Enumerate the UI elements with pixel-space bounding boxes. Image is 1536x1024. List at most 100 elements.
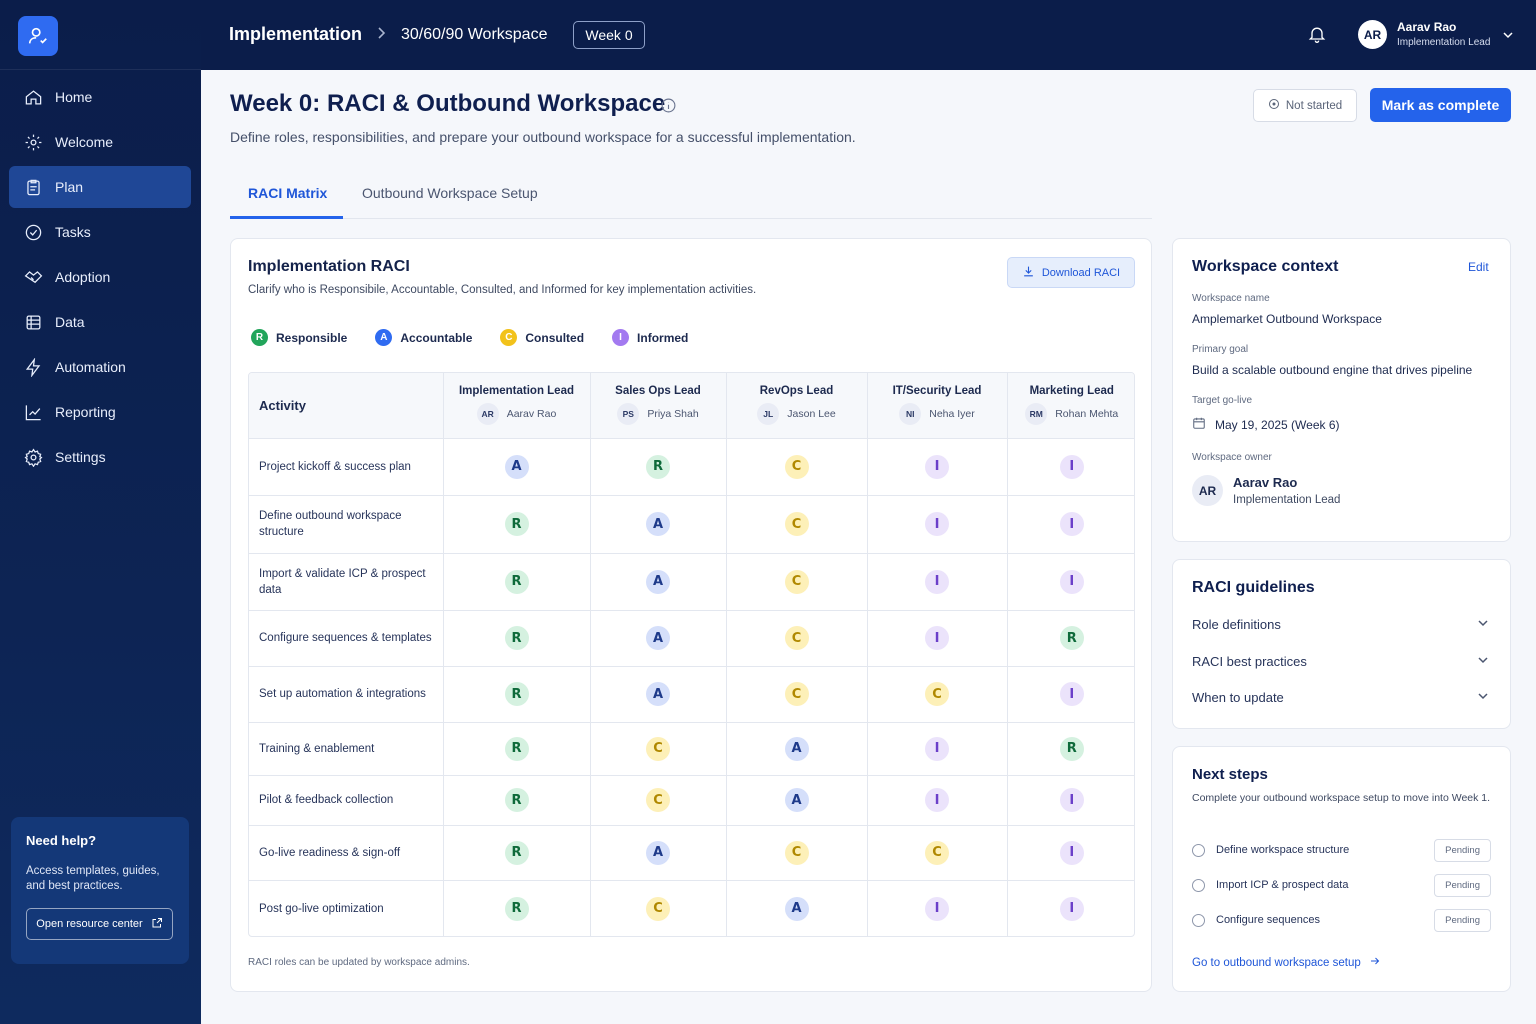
legend-consulted: C Consulted xyxy=(500,329,584,346)
raci-cell[interactable]: R xyxy=(443,553,591,611)
raci-chip: R xyxy=(1059,736,1084,761)
raci-cell[interactable]: R xyxy=(443,880,591,936)
step-checkbox[interactable] xyxy=(1192,843,1205,857)
sidebar-item-home[interactable]: Home xyxy=(9,76,191,118)
raci-cell[interactable]: R xyxy=(1007,722,1134,776)
sidebar-item-settings[interactable]: Settings xyxy=(9,436,191,478)
tab-outbound-workspace-setup[interactable]: Outbound Workspace Setup xyxy=(362,185,538,201)
raci-cell[interactable]: I xyxy=(1007,666,1134,723)
raci-cell[interactable]: C xyxy=(590,722,727,776)
edit-context-link[interactable]: Edit xyxy=(1468,260,1489,274)
raci-cell[interactable]: R xyxy=(443,666,591,723)
sidebar-item-tasks[interactable]: Tasks xyxy=(9,211,191,253)
user-name[interactable]: Aarav Rao xyxy=(1397,20,1457,34)
raci-cell[interactable]: R xyxy=(443,825,591,881)
sidebar-item-reporting[interactable]: Reporting xyxy=(9,391,191,433)
step-checkbox[interactable] xyxy=(1192,913,1205,927)
next-steps-card: Next steps Complete your outbound worksp… xyxy=(1172,746,1511,992)
top-bar: Implementation 30/60/90 Workspace Week 0… xyxy=(201,0,1536,70)
arrow-right-icon xyxy=(1369,955,1381,970)
raci-cell[interactable]: C xyxy=(867,825,1008,881)
breadcrumb-current[interactable]: 30/60/90 Workspace xyxy=(401,26,548,43)
raci-cell[interactable]: I xyxy=(867,495,1008,554)
raci-cell[interactable]: I xyxy=(1007,775,1134,826)
raci-cell[interactable]: I xyxy=(1007,825,1134,881)
settings-icon xyxy=(23,447,43,467)
raci-cell[interactable]: I xyxy=(867,610,1008,667)
raci-cell[interactable]: R xyxy=(443,722,591,776)
raci-cell[interactable]: I xyxy=(867,438,1008,496)
raci-cell[interactable]: A xyxy=(726,722,868,776)
raci-chip: A xyxy=(646,626,670,650)
app-logo-icon[interactable] xyxy=(18,16,58,56)
raci-table: Activity Implementation Lead AR Aarav Rao… xyxy=(249,373,1134,936)
raci-cell[interactable]: C xyxy=(590,775,727,826)
raci-cell[interactable]: I xyxy=(1007,553,1134,611)
sidebar-item-welcome[interactable]: Welcome xyxy=(9,121,191,163)
sidebar-item-plan[interactable]: Plan xyxy=(9,166,191,208)
role-header: Sales Ops Lead PS Priya Shah xyxy=(590,373,727,439)
raci-cell[interactable]: C xyxy=(726,610,868,667)
user-avatar[interactable]: AR xyxy=(1358,20,1387,49)
raci-cell[interactable]: A xyxy=(590,553,727,611)
raci-cell[interactable]: R xyxy=(443,610,591,667)
accordion-raci-best-practices[interactable]: RACI best practices xyxy=(1192,654,1489,669)
raci-cell[interactable]: C xyxy=(726,553,868,611)
step-item: Import ICP & prospect data Pending xyxy=(1192,873,1491,897)
raci-cell[interactable]: C xyxy=(726,666,868,723)
person-name: Aarav Rao xyxy=(506,408,557,421)
raci-cell[interactable]: A xyxy=(590,610,727,667)
mark-complete-button[interactable]: Mark as complete xyxy=(1370,88,1511,122)
accordion-role-definitions[interactable]: Role definitions xyxy=(1192,617,1489,632)
activity-cell: Post go-live optimization xyxy=(249,880,444,936)
open-resource-center-button[interactable]: Open resource center xyxy=(26,908,173,940)
chevron-down-icon[interactable] xyxy=(1502,28,1514,46)
raci-cell[interactable]: C xyxy=(726,438,868,496)
raci-chip: R xyxy=(504,682,529,706)
raci-cell[interactable]: R xyxy=(590,438,727,496)
raci-chip: C xyxy=(784,840,809,865)
raci-cell[interactable]: R xyxy=(443,495,591,554)
raci-cell[interactable]: I xyxy=(867,722,1008,776)
raci-cell[interactable]: I xyxy=(867,553,1008,611)
raci-cell[interactable]: C xyxy=(726,825,868,881)
legend-informed: I Informed xyxy=(612,329,688,346)
download-raci-button[interactable]: Download RACI xyxy=(1007,257,1135,288)
legend-dot: R xyxy=(251,329,268,346)
week-badge[interactable]: Week 0 xyxy=(573,21,645,49)
bell-icon[interactable] xyxy=(1307,24,1327,49)
outbound-setup-link[interactable]: Go to outbound workspace setup xyxy=(1192,955,1381,970)
raci-cell[interactable]: I xyxy=(1007,495,1134,554)
raci-cell[interactable]: A xyxy=(726,775,868,826)
chart-icon xyxy=(23,402,43,422)
tab-raci-matrix[interactable]: RACI Matrix xyxy=(248,185,328,201)
raci-footnote: RACI roles can be updated by workspace a… xyxy=(248,957,470,968)
raci-cell[interactable]: R xyxy=(1007,610,1134,667)
raci-cell[interactable]: R xyxy=(443,775,591,826)
raci-cell[interactable]: C xyxy=(726,495,868,554)
info-icon[interactable] xyxy=(660,97,677,119)
breadcrumb-root[interactable]: Implementation xyxy=(229,24,363,44)
raci-cell[interactable]: C xyxy=(590,880,727,936)
help-card: Need help? Access templates, guides, and… xyxy=(11,817,189,964)
database-icon xyxy=(23,312,43,332)
raci-cell[interactable]: C xyxy=(867,666,1008,723)
role-person: AR Aarav Rao xyxy=(444,403,590,426)
raci-cell[interactable]: A xyxy=(590,825,727,881)
step-checkbox[interactable] xyxy=(1192,878,1205,892)
raci-cell[interactable]: I xyxy=(867,775,1008,826)
raci-cell[interactable]: I xyxy=(867,880,1008,936)
raci-cell[interactable]: A xyxy=(443,438,591,496)
legend-label: Responsible xyxy=(276,330,348,345)
raci-cell[interactable]: A xyxy=(590,495,727,554)
step-label: Define workspace structure xyxy=(1216,844,1350,856)
accordion-when-to-update[interactable]: When to update xyxy=(1192,690,1489,705)
status-badge[interactable]: Not started xyxy=(1253,89,1357,122)
raci-cell[interactable]: I xyxy=(1007,438,1134,496)
raci-cell[interactable]: I xyxy=(1007,880,1134,936)
raci-cell[interactable]: A xyxy=(726,880,868,936)
sidebar-item-adoption[interactable]: Adoption xyxy=(9,256,191,298)
sidebar-item-data[interactable]: Data xyxy=(9,301,191,343)
raci-cell[interactable]: A xyxy=(590,666,727,723)
sidebar-item-automation[interactable]: Automation xyxy=(9,346,191,388)
